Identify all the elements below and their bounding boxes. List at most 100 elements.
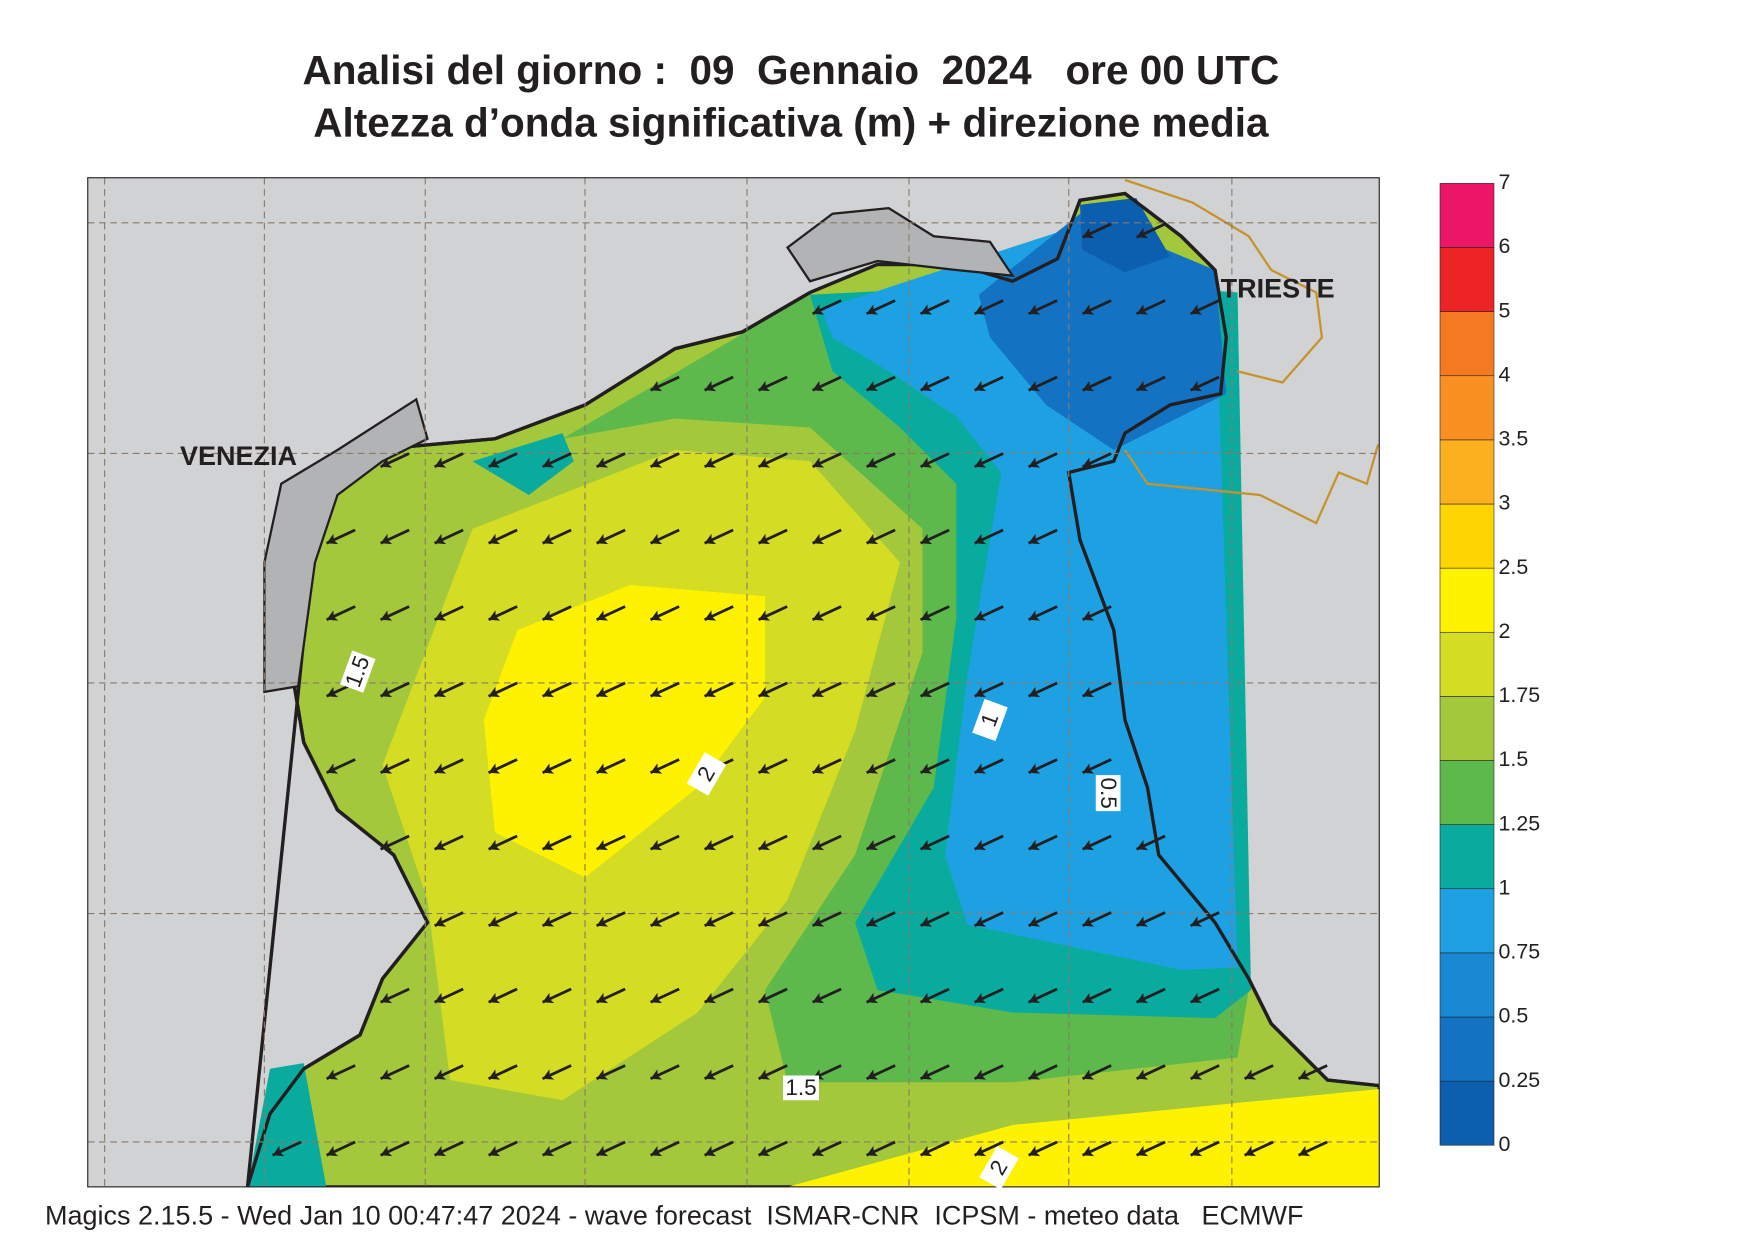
arrow-head (1136, 1069, 1149, 1080)
arrow (812, 375, 842, 392)
arrow (920, 987, 950, 1004)
arrow-head (434, 916, 447, 927)
arrow-head (1244, 1145, 1257, 1157)
arrow (866, 911, 896, 928)
arrow-head (758, 457, 771, 468)
arrow-head (272, 1145, 285, 1157)
arrow (596, 1064, 626, 1081)
arrow-head (1298, 1069, 1311, 1080)
arrow-head (434, 1145, 447, 1157)
arrow (704, 834, 734, 851)
arrow-head (1190, 304, 1203, 315)
arrow-head (650, 992, 663, 1004)
arrow (596, 528, 626, 545)
arrow-head (866, 763, 879, 774)
arrow (380, 681, 410, 698)
colorbar-label: 1.75 (1499, 683, 1541, 707)
arrow (812, 605, 842, 622)
arrow (542, 605, 572, 622)
arrow-head (812, 992, 825, 1004)
colorbar-bin (1439, 439, 1495, 505)
arrow-head (434, 533, 447, 545)
arrow (758, 528, 788, 545)
arrow (488, 681, 518, 698)
arrow-head (650, 380, 663, 392)
arrow-head (974, 304, 987, 315)
arrow (920, 375, 950, 392)
arrow-head (920, 1069, 933, 1080)
arrow-head (1082, 839, 1095, 851)
arrow-head (920, 380, 933, 392)
arrow-head (650, 1145, 663, 1157)
arrow (920, 605, 950, 622)
arrow-head (1136, 839, 1149, 851)
arrow (1028, 375, 1058, 392)
arrow (434, 1064, 464, 1081)
arrow (1298, 1140, 1328, 1157)
arrow (812, 987, 842, 1004)
arrow-head (1082, 1069, 1095, 1080)
arrow-head (866, 380, 879, 392)
arrow-head (1136, 1145, 1149, 1157)
arrow (812, 299, 842, 316)
arrow (650, 758, 680, 775)
arrow (380, 1064, 410, 1081)
arrow-head (704, 380, 717, 392)
colorbar-bin (1439, 247, 1495, 312)
arrow (380, 987, 410, 1004)
arrow-head (758, 839, 771, 851)
contour-label-box (686, 752, 727, 796)
contour-label: 2 (979, 1145, 1019, 1190)
lagoon-grado (785, 206, 1015, 283)
arrow-head (1136, 916, 1149, 927)
arrow-head (326, 763, 339, 774)
arrow-head (812, 686, 825, 698)
arrow (380, 758, 410, 775)
arrow (1028, 452, 1058, 469)
arrow (1190, 299, 1220, 316)
arrow-head (974, 1145, 987, 1157)
arrow-head (434, 610, 447, 621)
arrow (812, 528, 842, 545)
arrow (758, 758, 788, 775)
arrow (1028, 1064, 1058, 1081)
arrow (380, 605, 410, 622)
arrow-head (542, 1145, 555, 1157)
arrow-head (1082, 227, 1095, 239)
colorbar-bin (1439, 952, 1495, 1018)
colorbar-bin (1439, 760, 1495, 825)
arrow (596, 452, 626, 469)
arrow (866, 834, 896, 851)
arrow-head (920, 686, 933, 698)
arrow-head (866, 839, 879, 851)
arrow-head (812, 916, 825, 927)
arrow-head (596, 916, 609, 927)
colorbar-label: 3 (1499, 491, 1511, 515)
arrow (1028, 299, 1058, 316)
arrow (542, 911, 572, 928)
arrow-head (542, 1069, 555, 1080)
arrow (974, 834, 1004, 851)
contour-label: 2 (686, 752, 727, 796)
arrow (1082, 452, 1112, 469)
arrow-head (488, 763, 501, 774)
colorbar-label: 0.5 (1499, 1004, 1529, 1028)
arrow-head (596, 1069, 609, 1080)
arrow-head (1028, 1145, 1041, 1157)
arrow (866, 299, 896, 316)
contour-label-box (972, 698, 1008, 742)
arrow (974, 1064, 1004, 1081)
arrow-head (542, 916, 555, 927)
arrow-head (1136, 304, 1149, 315)
arrow-head (380, 686, 393, 698)
arrow-head (1136, 227, 1149, 239)
arrow (974, 987, 1004, 1004)
arrow (488, 987, 518, 1004)
arrow-head (812, 304, 825, 315)
colorbar-label: 2 (1499, 619, 1511, 643)
arrow-head (596, 610, 609, 621)
colorbar-label: 4 (1499, 362, 1511, 386)
arrow (1244, 1064, 1274, 1081)
arrow-head (974, 1069, 987, 1080)
arrow-head (974, 992, 987, 1004)
